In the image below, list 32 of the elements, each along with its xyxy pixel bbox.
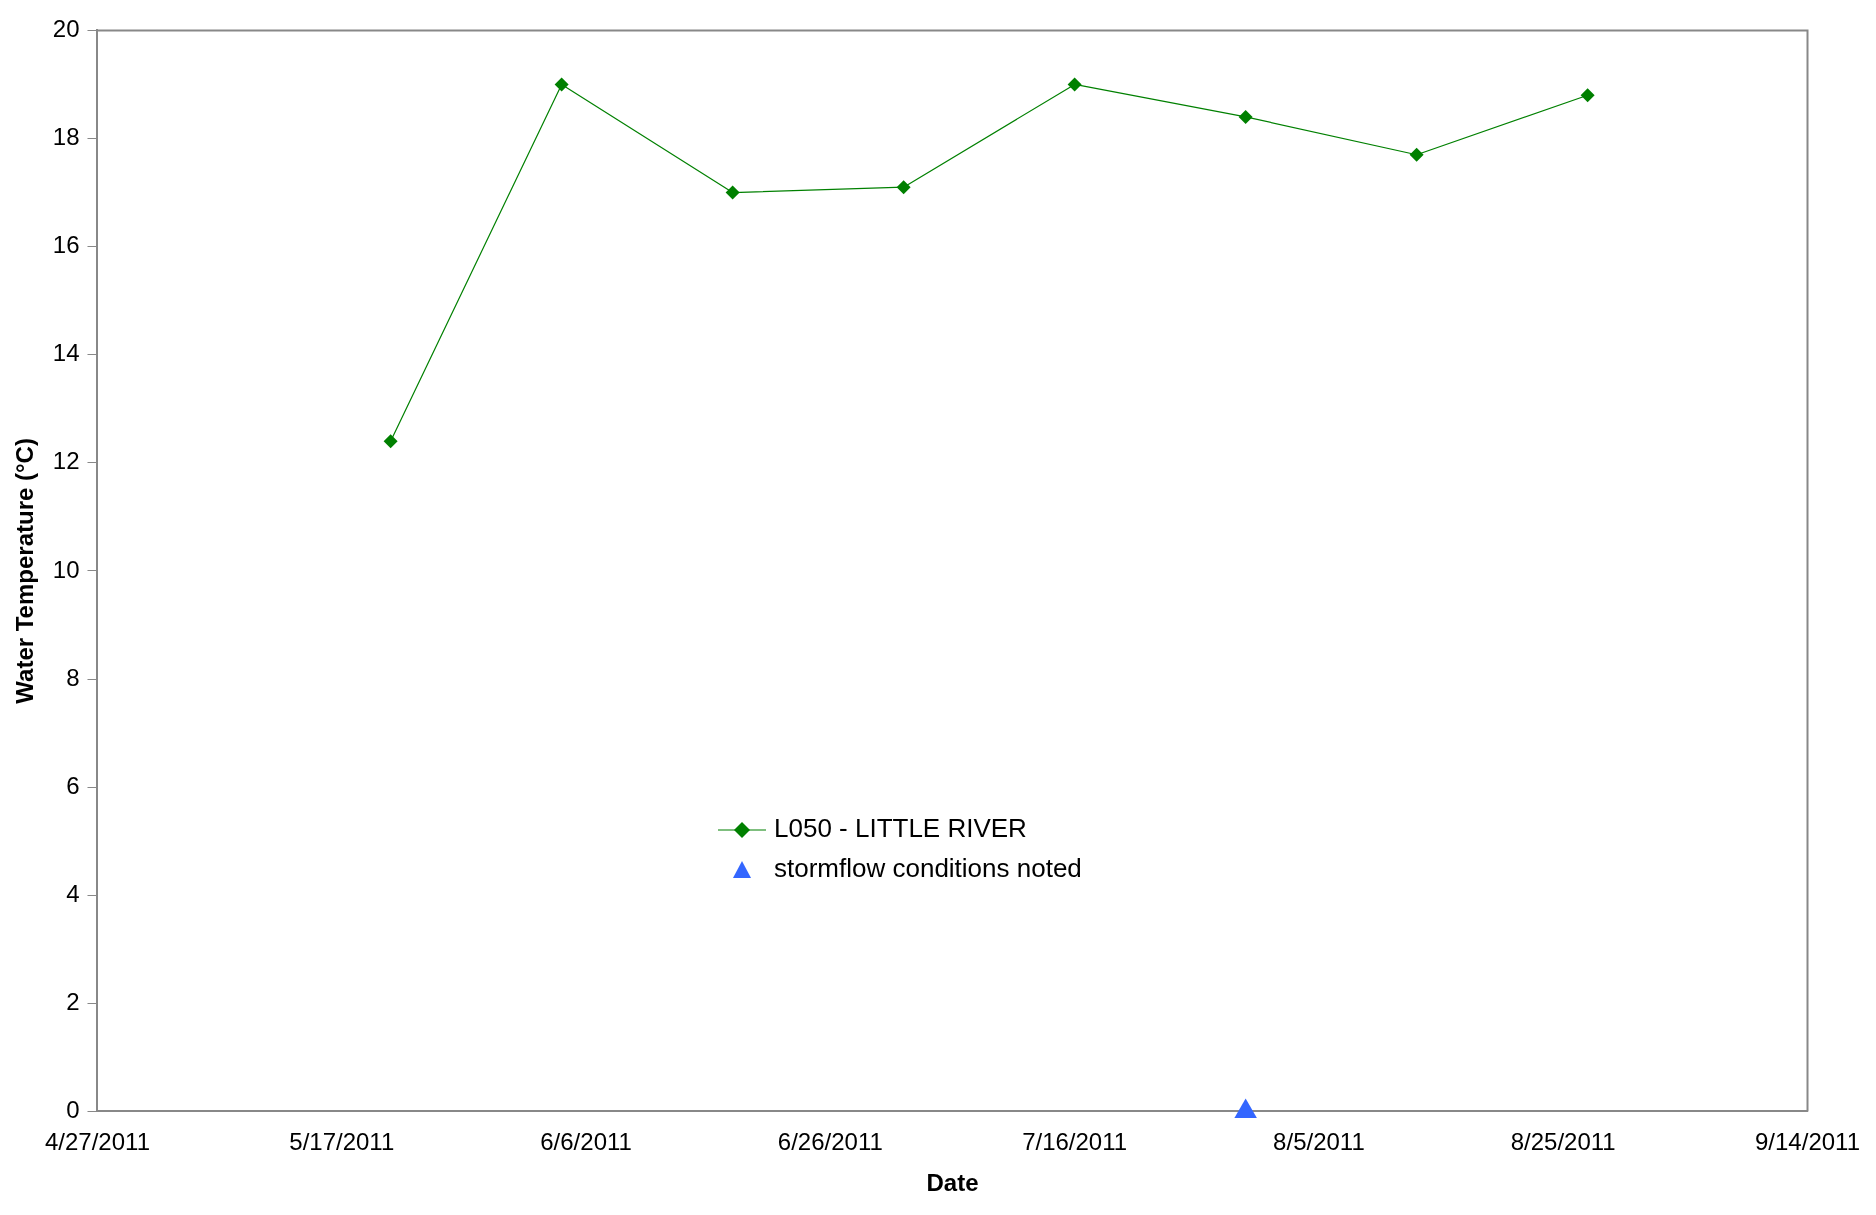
y-axis-title: Water Temperature (°C): [11, 438, 39, 704]
point: [554, 77, 569, 92]
x-tick-label: 8/25/2011: [1510, 1128, 1616, 1156]
y-tick-label: 20: [52, 15, 80, 43]
y-tick-label: 10: [52, 555, 80, 583]
y-tick-label: 6: [66, 771, 80, 799]
y-tick-label: 4: [66, 879, 80, 907]
x-tick-label: 7/16/2011: [1022, 1128, 1128, 1156]
point: [725, 185, 740, 200]
x-tick-label: 9/14/2011: [1755, 1128, 1861, 1156]
y-tick-label: 12: [52, 447, 80, 475]
x-tick-label: 6/26/2011: [777, 1128, 883, 1156]
point: [896, 180, 911, 195]
x-tick-label: 5/17/2011: [289, 1128, 395, 1156]
point: [1580, 88, 1595, 103]
point: [1234, 1098, 1257, 1118]
x-tick-label: 6/6/2011: [540, 1128, 632, 1156]
y-tick-label: 2: [66, 987, 80, 1015]
point: [1409, 147, 1424, 162]
point: [1238, 109, 1253, 124]
x-axis-title: Date: [926, 1169, 979, 1197]
legend-label: stormflow conditions noted: [774, 853, 1082, 883]
point: [383, 434, 398, 449]
x-tick-label: 8/5/2011: [1273, 1128, 1365, 1156]
y-tick-label: 8: [66, 663, 80, 691]
y-tick-label: 14: [52, 339, 80, 367]
y-tick-label: 18: [52, 123, 80, 151]
y-tick-label: 0: [66, 1096, 80, 1124]
y-tick-label: 16: [52, 231, 80, 259]
point: [1067, 77, 1082, 92]
legend-label: L050 - LITTLE RIVER: [774, 813, 1027, 843]
x-tick-label: 4/27/2011: [45, 1128, 150, 1156]
